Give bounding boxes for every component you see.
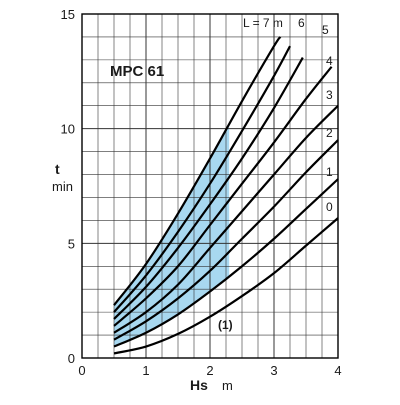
x-axis-unit: m xyxy=(222,378,233,393)
y-axis-label: t xyxy=(55,161,60,177)
curve-label-5: 5 xyxy=(322,23,329,37)
curves-group xyxy=(113,36,339,355)
chart-title: MPC 61 xyxy=(110,63,164,80)
curve-label-1: 1 xyxy=(326,165,333,179)
x-tick-label: 1 xyxy=(142,363,149,378)
curve-label-6: 6 xyxy=(298,16,305,30)
y-tick-label: 10 xyxy=(61,122,75,137)
plot-frame xyxy=(81,13,339,359)
curve-L5 xyxy=(113,57,304,320)
curve-label-3: 3 xyxy=(326,88,333,102)
highlight-band xyxy=(114,126,230,347)
y-tick-label: 15 xyxy=(61,7,75,22)
curve-labels-group: 0 1 2 3 4 5 6 xyxy=(298,16,333,214)
curve-L3 xyxy=(113,104,339,334)
x-tick-label: 4 xyxy=(334,363,341,378)
y-tick-label: 0 xyxy=(68,351,75,366)
x-tick-label: 2 xyxy=(206,363,213,378)
x-tick-label: 0 xyxy=(78,363,85,378)
y-axis-unit: min xyxy=(52,179,73,194)
curve-label-2: 2 xyxy=(326,126,333,140)
curve-L1 xyxy=(113,178,339,348)
curve-L6 xyxy=(113,45,291,313)
frame-group xyxy=(81,13,339,359)
curve-label-0: 0 xyxy=(326,200,333,214)
x-axis-label: Hs xyxy=(190,377,208,393)
curve-L2 xyxy=(113,139,339,341)
y-tick-label: 5 xyxy=(68,236,75,251)
curve-L4 xyxy=(113,66,333,327)
curve-L0 xyxy=(113,217,339,355)
highlight-band-group xyxy=(114,126,230,347)
curve-prefix-label: L = 7 m xyxy=(243,16,283,30)
x-tick-label: 3 xyxy=(270,363,277,378)
curve-L7 xyxy=(113,36,282,306)
band-annotation: (1) xyxy=(218,318,233,332)
curve-label-4: 4 xyxy=(326,54,333,68)
